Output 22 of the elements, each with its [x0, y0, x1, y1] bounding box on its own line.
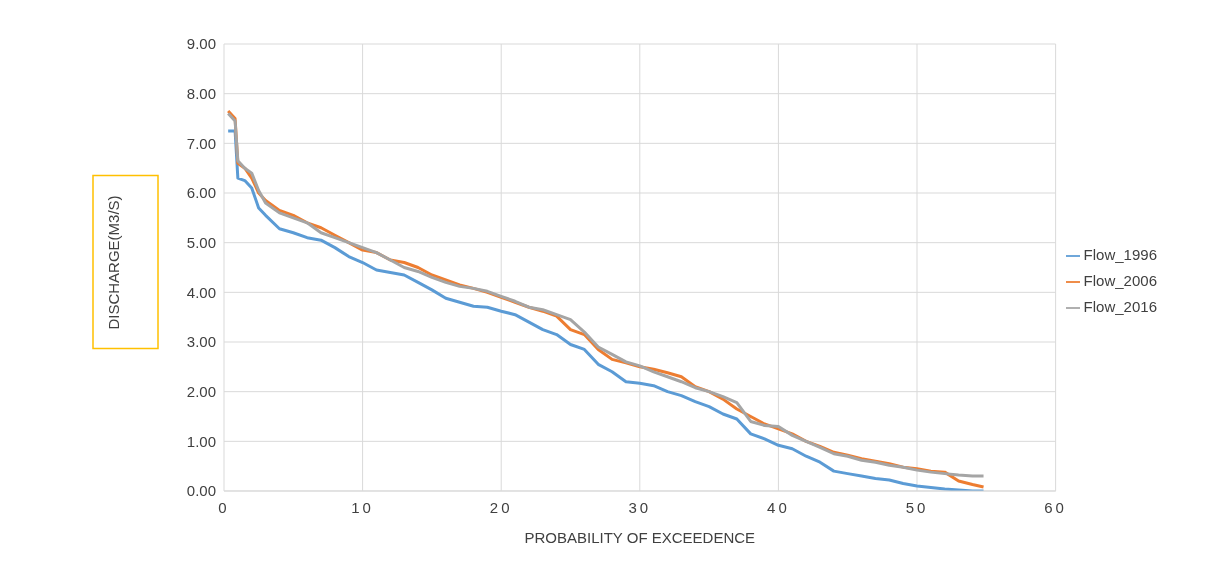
- x-axis-title: PROBABILITY OF EXCEEDENCE: [524, 529, 756, 546]
- y-tick-label: 8.00: [186, 84, 216, 102]
- x-tick-label: 40: [767, 499, 790, 516]
- x-tick-label: 30: [628, 499, 652, 516]
- y-tick-label: 0.00: [186, 482, 216, 500]
- y-tick-label: 7.00: [186, 134, 216, 152]
- y-tick-label: 1.00: [186, 432, 216, 450]
- y-tick-label: 2.00: [186, 382, 216, 400]
- legend-label: Flow_2006: [1083, 271, 1157, 289]
- legend-label: Flow_1996: [1083, 245, 1157, 263]
- x-tick-label: 0: [218, 499, 230, 516]
- legend-label: Flow_2016: [1083, 297, 1157, 315]
- x-tick-label: 10: [351, 499, 374, 516]
- y-tick-label: 3.00: [186, 333, 216, 351]
- x-tick-label: 50: [905, 499, 929, 516]
- y-axis-title: DISCHARGE(M3/S): [104, 195, 122, 330]
- y-tick-label: 6.00: [186, 184, 216, 202]
- x-tick-label: 20: [489, 499, 513, 516]
- x-tick-label: 60: [1044, 499, 1067, 516]
- y-tick-label: 9.00: [186, 35, 216, 53]
- y-tick-label: 4.00: [186, 283, 216, 301]
- y-tick-label: 5.00: [186, 233, 216, 251]
